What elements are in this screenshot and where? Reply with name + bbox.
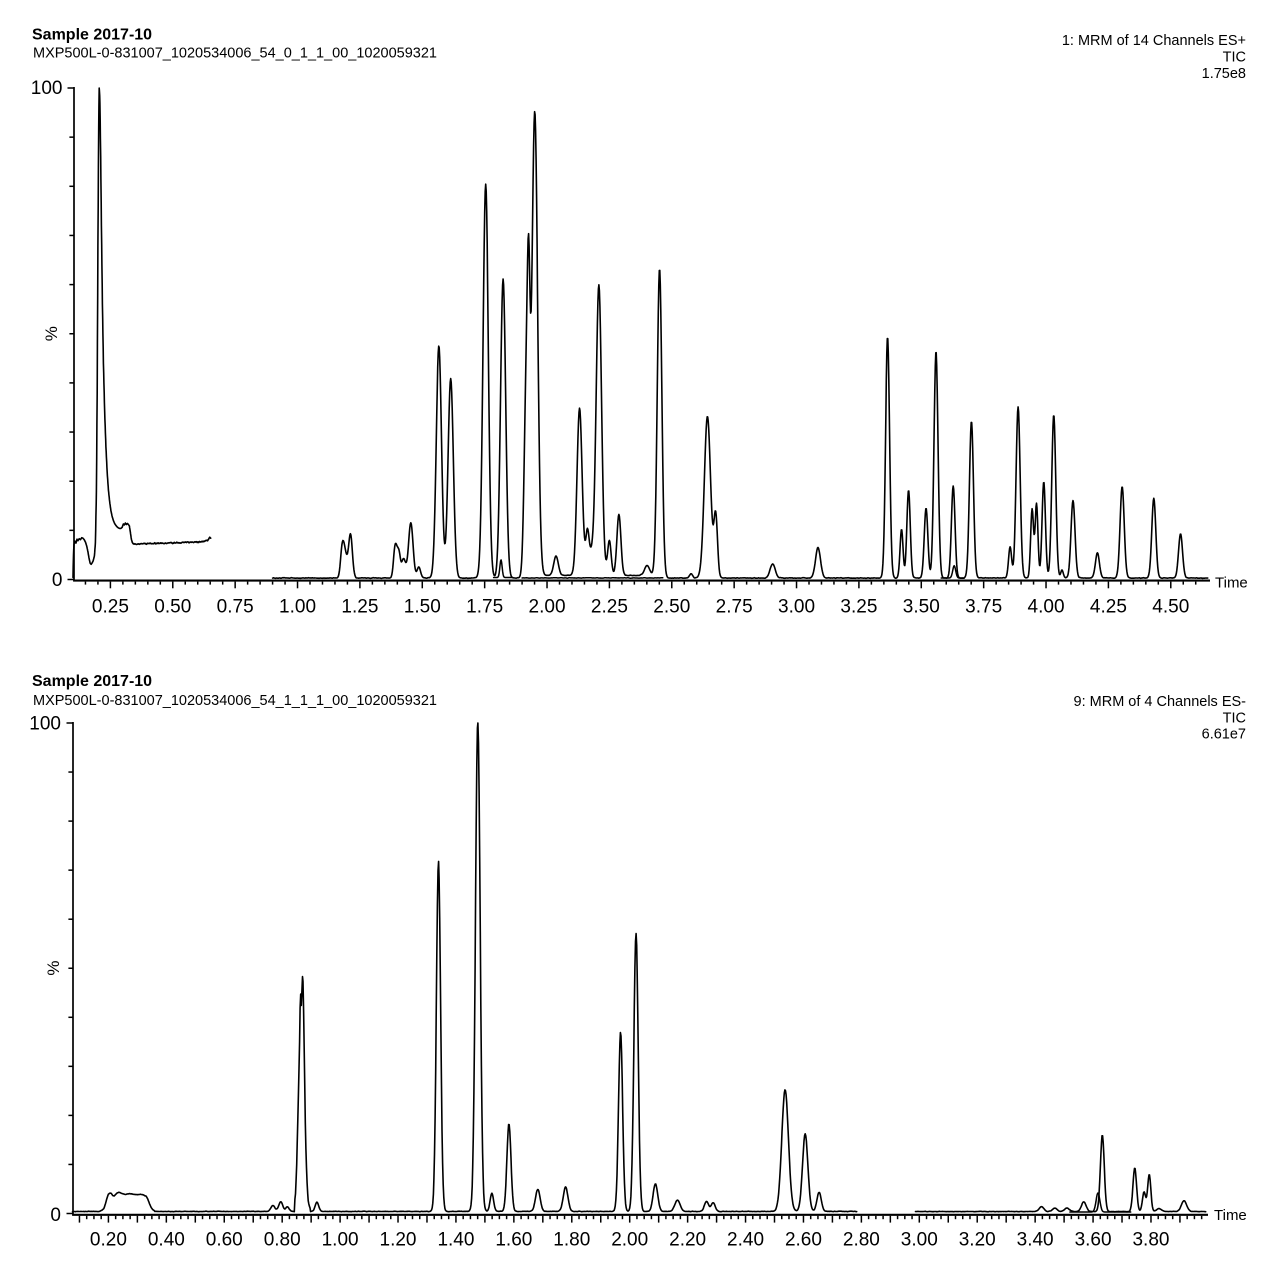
svg-text:0.20: 0.20 xyxy=(90,1230,127,1251)
svg-text:1.25: 1.25 xyxy=(341,597,378,618)
svg-text:TIC: TIC xyxy=(1223,50,1246,66)
svg-text:0.75: 0.75 xyxy=(217,597,254,618)
svg-text:3.60: 3.60 xyxy=(1075,1230,1112,1251)
svg-text:2.25: 2.25 xyxy=(591,597,628,618)
svg-text:3.00: 3.00 xyxy=(778,597,815,618)
svg-text:1.75e8: 1.75e8 xyxy=(1202,66,1246,82)
svg-text:1.80: 1.80 xyxy=(553,1230,590,1251)
svg-text:%: % xyxy=(42,326,61,341)
svg-text:3.40: 3.40 xyxy=(1017,1230,1054,1251)
svg-text:0: 0 xyxy=(50,1205,61,1226)
svg-text:2.60: 2.60 xyxy=(785,1230,822,1251)
svg-text:TIC: TIC xyxy=(1223,710,1246,726)
svg-text:1.40: 1.40 xyxy=(437,1230,474,1251)
svg-text:0.80: 0.80 xyxy=(264,1230,301,1251)
svg-text:2.00: 2.00 xyxy=(529,597,566,618)
svg-text:3.20: 3.20 xyxy=(959,1230,996,1251)
svg-text:MXP500L-0-831007_1020534006_54: MXP500L-0-831007_1020534006_54_1_1_1_00_… xyxy=(33,693,437,709)
svg-text:4.25: 4.25 xyxy=(1090,597,1127,618)
svg-text:0.40: 0.40 xyxy=(148,1230,185,1251)
svg-text:Time: Time xyxy=(1214,1207,1247,1224)
svg-text:Sample 2017-10: Sample 2017-10 xyxy=(32,673,152,690)
svg-text:%: % xyxy=(44,960,63,975)
svg-text:Sample 2017-10: Sample 2017-10 xyxy=(32,27,152,44)
svg-text:3.50: 3.50 xyxy=(903,597,940,618)
svg-text:3.75: 3.75 xyxy=(965,597,1002,618)
svg-text:6.61e7: 6.61e7 xyxy=(1202,727,1246,743)
svg-text:0: 0 xyxy=(52,570,63,591)
svg-text:MXP500L-0-831007_1020534006_54: MXP500L-0-831007_1020534006_54_0_1_1_00_… xyxy=(33,46,437,62)
svg-text:0.50: 0.50 xyxy=(154,597,191,618)
svg-text:9: MRM of 4 Channels ES-: 9: MRM of 4 Channels ES- xyxy=(1074,694,1247,710)
svg-text:100: 100 xyxy=(31,78,63,99)
svg-text:3.00: 3.00 xyxy=(901,1230,938,1251)
svg-text:Time: Time xyxy=(1215,575,1248,592)
svg-text:2.20: 2.20 xyxy=(669,1230,706,1251)
svg-text:2.80: 2.80 xyxy=(843,1230,880,1251)
svg-text:0.60: 0.60 xyxy=(206,1230,243,1251)
svg-text:2.40: 2.40 xyxy=(727,1230,764,1251)
svg-text:1.00: 1.00 xyxy=(322,1230,359,1251)
svg-text:100: 100 xyxy=(29,713,61,734)
svg-text:1: MRM of 14 Channels ES+: 1: MRM of 14 Channels ES+ xyxy=(1062,33,1246,49)
svg-text:1.00: 1.00 xyxy=(279,597,316,618)
svg-text:2.50: 2.50 xyxy=(653,597,690,618)
svg-text:1.20: 1.20 xyxy=(380,1230,417,1251)
svg-text:3.80: 3.80 xyxy=(1132,1230,1169,1251)
svg-text:1.60: 1.60 xyxy=(495,1230,532,1251)
svg-text:4.00: 4.00 xyxy=(1028,597,1065,618)
svg-text:4.50: 4.50 xyxy=(1152,597,1189,618)
svg-text:1.75: 1.75 xyxy=(466,597,503,618)
svg-text:2.75: 2.75 xyxy=(716,597,753,618)
svg-text:3.25: 3.25 xyxy=(840,597,877,618)
svg-text:2.00: 2.00 xyxy=(611,1230,648,1251)
svg-text:0.25: 0.25 xyxy=(92,597,129,618)
svg-text:1.50: 1.50 xyxy=(404,597,441,618)
